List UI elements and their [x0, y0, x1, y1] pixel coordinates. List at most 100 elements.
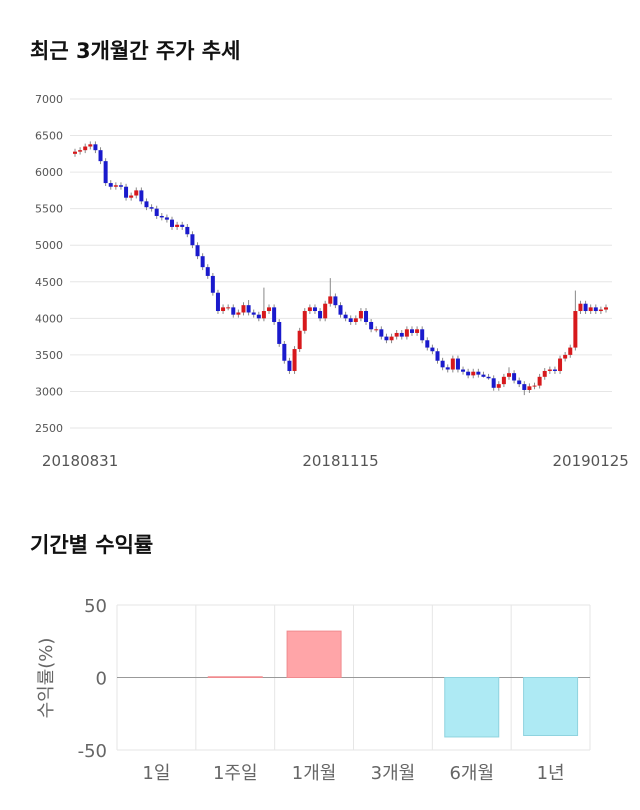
candle-body: [170, 219, 175, 227]
x-tick-label: 20181115: [302, 452, 378, 470]
candle-body: [287, 360, 292, 371]
candle-body: [312, 307, 317, 312]
y-tick-label: 50: [84, 596, 107, 617]
candle-body: [471, 371, 476, 376]
candle-body: [598, 309, 603, 312]
candle-body: [195, 245, 200, 257]
x-tick-label: 1주일: [213, 763, 258, 784]
candle-body: [542, 370, 547, 377]
candle-body: [486, 376, 491, 379]
candle-body: [180, 224, 185, 227]
candle-body: [241, 305, 246, 313]
y-tick-label: -50: [78, 741, 107, 762]
candle-body: [267, 307, 272, 312]
candle-body: [149, 207, 154, 209]
candle-body: [578, 303, 583, 312]
candle-body: [108, 183, 113, 187]
candle-body: [282, 343, 287, 361]
candle-body: [215, 292, 220, 312]
candle-body: [527, 386, 532, 390]
candle-body: [568, 347, 573, 355]
candle-title: 최근 3개월간 주가 추세: [30, 39, 240, 63]
candle-body: [374, 329, 379, 331]
bar-title: 기간별 수익률: [30, 533, 153, 557]
candle-body: [343, 314, 348, 319]
candle-body: [200, 256, 205, 268]
candle-body: [328, 296, 333, 304]
candle-body: [537, 376, 542, 386]
candle-body: [129, 195, 134, 198]
candle-body: [185, 226, 190, 235]
y-tick-label: 5000: [35, 239, 63, 252]
y-tick-label: 2500: [35, 422, 63, 435]
candle-body: [302, 311, 307, 331]
candle-body: [205, 267, 210, 276]
candle-body: [231, 307, 236, 315]
candle-body: [420, 329, 425, 341]
candle-body: [323, 303, 328, 319]
candle-body: [358, 311, 363, 319]
candle-body: [394, 332, 399, 337]
candle-body: [425, 340, 430, 348]
bar: [207, 676, 263, 679]
candle-body: [113, 185, 118, 187]
candle-body: [588, 307, 593, 312]
candle-body: [415, 329, 420, 333]
candle-body: [522, 384, 527, 390]
candle-body: [532, 385, 537, 387]
candle-body: [593, 307, 598, 312]
candle-body: [98, 150, 103, 162]
candle-body: [103, 161, 108, 184]
candle-body: [558, 358, 563, 371]
candle-body: [496, 384, 501, 388]
candle-body: [175, 224, 180, 227]
y-tick-label: 6500: [35, 130, 63, 143]
candle-body: [364, 311, 369, 322]
candle-body: [251, 312, 256, 315]
candle-body: [221, 307, 226, 312]
bar: [523, 677, 579, 736]
candle-body: [517, 380, 522, 385]
y-tick-label: 7000: [35, 93, 63, 106]
y-axis-label: 수익률(%): [36, 638, 57, 719]
candle-body: [404, 329, 409, 337]
candle-body: [461, 369, 466, 372]
candle-body: [445, 367, 450, 370]
candle-body: [118, 185, 123, 187]
candle-body: [134, 190, 139, 196]
candle-body: [430, 347, 435, 352]
candle-body: [277, 321, 282, 344]
candle-body: [506, 373, 511, 377]
x-tick-label: 1년: [537, 763, 565, 784]
candle-body: [144, 201, 149, 208]
x-tick-label: 3개월: [371, 763, 416, 784]
candle-body: [292, 349, 297, 371]
candle-body: [256, 314, 261, 319]
candle-body: [124, 186, 129, 198]
candle-body: [297, 330, 302, 350]
y-tick-label: 6000: [35, 166, 63, 179]
candle-body: [399, 332, 404, 337]
candle-body: [409, 329, 414, 333]
candle-body: [450, 358, 455, 370]
x-tick-label: 1일: [142, 763, 170, 784]
y-tick-label: 3000: [35, 385, 63, 398]
candle-body: [353, 318, 358, 322]
candle-body: [379, 329, 384, 337]
candle-body: [491, 378, 496, 388]
y-tick-label: 4500: [35, 276, 63, 289]
candle-body: [573, 311, 578, 348]
candle-body: [333, 296, 338, 306]
candle-body: [348, 318, 353, 322]
candle-body: [272, 307, 277, 322]
candle-body: [476, 371, 481, 375]
candle-body: [583, 303, 588, 312]
candle-body: [547, 369, 552, 371]
candle-body: [466, 371, 471, 376]
candle-body: [512, 373, 517, 381]
candle-body: [190, 234, 195, 246]
candle-body: [73, 151, 77, 154]
candle-body: [236, 312, 241, 315]
candle-body: [552, 369, 557, 371]
